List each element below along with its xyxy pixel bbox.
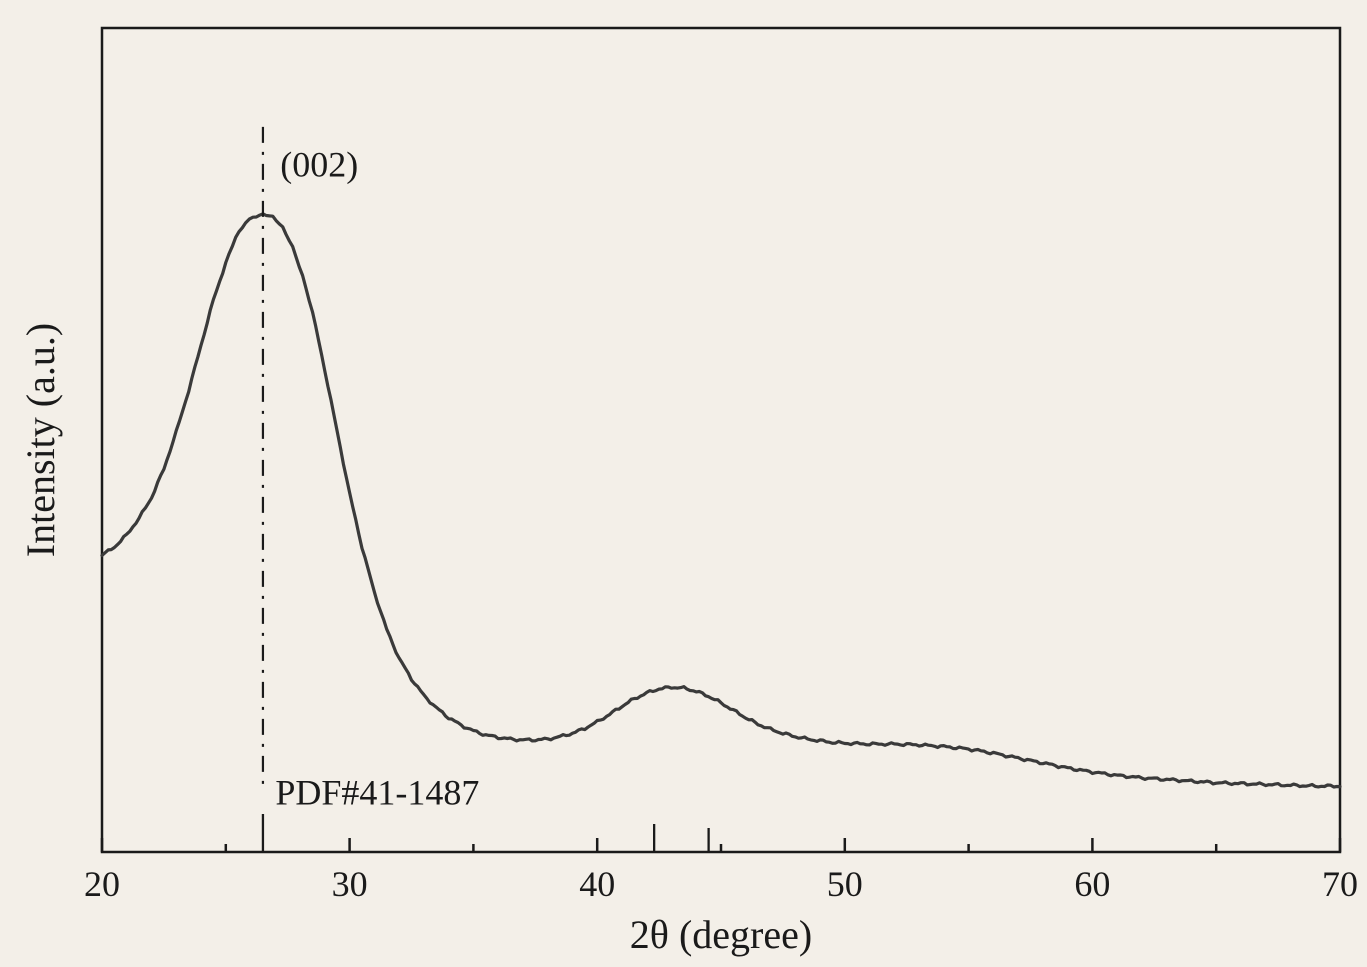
x-tick-label: 50: [827, 864, 863, 904]
peak-label: (002): [280, 144, 358, 184]
x-tick-label: 30: [332, 864, 368, 904]
x-axis-label: 2θ (degree): [630, 912, 812, 957]
chart-bg: [0, 0, 1367, 967]
chart-svg: 20 30 40 50 60 70 2θ (degree) Intensity (a.u.) (…: [0, 0, 1367, 967]
x-tick-label: 60: [1074, 864, 1110, 904]
x-tick-label: 40: [579, 864, 615, 904]
pdf-label: PDF#41-1487: [275, 772, 479, 812]
x-tick-label: 20: [84, 864, 120, 904]
xrd-chart: 20 30 40 50 60 70 2θ (degree) Intensity (a.u.) (…: [0, 0, 1367, 967]
x-tick-label: 70: [1322, 864, 1358, 904]
y-axis-label: Intensity (a.u.): [18, 323, 63, 557]
